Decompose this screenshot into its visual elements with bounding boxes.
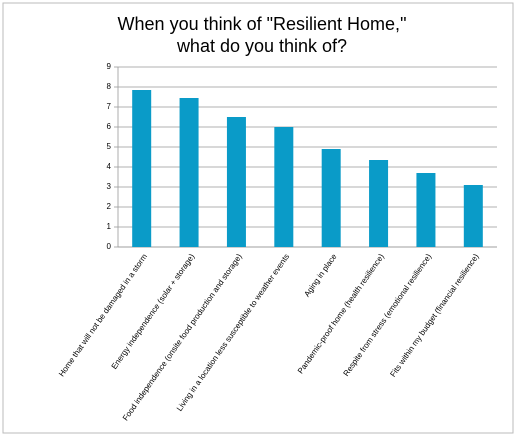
y-tick-label: 6 [107, 122, 112, 131]
y-tick-label: 1 [107, 222, 112, 231]
y-tick-label: 8 [107, 82, 112, 91]
chart-border [2, 2, 514, 434]
y-tick-label: 5 [107, 142, 112, 151]
bar [321, 149, 341, 247]
y-tick-label: 0 [107, 242, 112, 251]
bar [416, 173, 436, 247]
bar [132, 90, 152, 247]
bar [179, 98, 199, 247]
bar [369, 160, 389, 247]
bar [463, 185, 483, 247]
y-tick-label: 4 [107, 162, 112, 171]
bar [274, 127, 294, 247]
y-tick-label: 9 [107, 62, 112, 71]
y-tick-label: 3 [107, 182, 112, 191]
chart-title: When you think of "Resilient Home," [118, 14, 407, 34]
chart-title: what do you think of? [176, 36, 347, 56]
y-tick-label: 7 [107, 102, 112, 111]
y-tick-label: 2 [107, 202, 112, 211]
bar [226, 117, 246, 247]
